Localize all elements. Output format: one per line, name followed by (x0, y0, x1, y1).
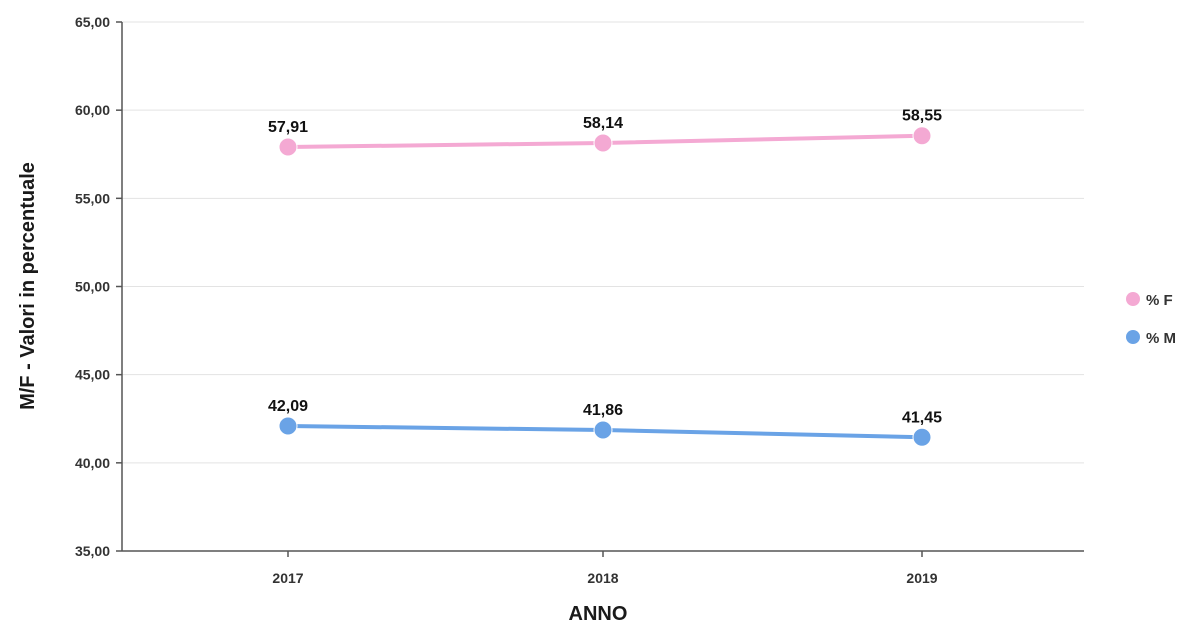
y-tick-label: 60,00 (75, 102, 110, 118)
legend-swatch-f (1126, 292, 1140, 306)
data-labels: 57,91 58,14 58,55 42,09 41,86 41,45 (268, 108, 942, 427)
data-point-f[interactable] (912, 126, 932, 146)
data-label-m: 41,86 (583, 402, 623, 419)
y-tick-label: 55,00 (75, 190, 110, 206)
legend-swatch-m (1126, 330, 1140, 344)
gridlines (122, 21, 1084, 464)
legend-item-f[interactable]: % F (1126, 292, 1173, 309)
y-tick-label: 50,00 (75, 279, 110, 295)
y-tick-label: 40,00 (75, 455, 110, 471)
data-label-f: 57,91 (268, 119, 308, 136)
x-tick-label: 2019 (906, 570, 937, 586)
y-tick-label: 65,00 (75, 14, 110, 30)
y-axis-title: M/F - Valori in percentuale (17, 162, 39, 410)
x-tick-label: 2018 (587, 570, 618, 586)
x-axis-title: ANNO (569, 603, 628, 625)
y-tick-labels: 35,00 40,00 45,00 50,00 55,00 60,00 65,00 (75, 14, 122, 559)
x-tick-label: 2017 (272, 570, 303, 586)
data-label-f: 58,14 (583, 115, 623, 132)
data-label-m: 42,09 (268, 398, 308, 415)
y-tick-label: 35,00 (75, 543, 110, 559)
data-label-f: 58,55 (902, 108, 942, 125)
legend: % F % M (1126, 292, 1176, 347)
data-point-m[interactable] (912, 427, 932, 447)
data-label-m: 41,45 (902, 409, 942, 426)
data-point-f[interactable] (278, 137, 298, 157)
x-tick-labels: 2017 2018 2019 (272, 551, 938, 586)
y-tick-label: 45,00 (75, 367, 110, 383)
data-point-m[interactable] (278, 416, 298, 436)
data-point-f[interactable] (593, 133, 613, 153)
series (278, 126, 932, 447)
legend-label-f: % F (1146, 292, 1173, 309)
legend-item-m[interactable]: % M (1126, 330, 1176, 347)
legend-label-m: % M (1146, 330, 1176, 347)
data-point-m[interactable] (593, 420, 613, 440)
